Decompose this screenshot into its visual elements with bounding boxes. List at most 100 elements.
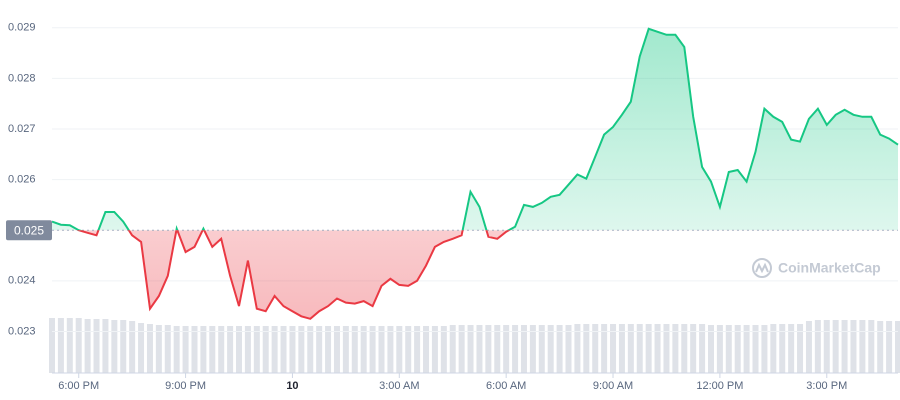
volume-bar <box>618 324 625 373</box>
watermark-text: CoinMarketCap <box>778 260 881 276</box>
volume-bar <box>716 325 723 373</box>
volume-bar <box>111 320 118 373</box>
volume-bar <box>280 326 287 373</box>
volume-bar <box>387 326 394 373</box>
volume-bar <box>788 324 795 373</box>
volume-bar <box>690 324 697 373</box>
volume-bar <box>325 326 332 373</box>
volume-bar <box>672 324 679 373</box>
volume-bar <box>467 325 474 373</box>
volume-bar <box>120 320 127 373</box>
volume-bar <box>583 324 590 373</box>
volume-bar <box>173 326 180 373</box>
volume-bar <box>316 326 323 373</box>
volume-bar <box>155 325 162 373</box>
volume-bar <box>405 326 412 373</box>
volume-bar <box>868 320 875 373</box>
volume-bar <box>734 325 741 373</box>
volume-bar <box>209 326 216 373</box>
volume-bar <box>743 325 750 373</box>
volume-bar <box>859 320 866 373</box>
volume-bar <box>333 326 340 373</box>
volume-bar <box>503 325 510 373</box>
volume-bar <box>850 320 857 373</box>
volume-bar <box>449 325 456 373</box>
volume-bar <box>707 325 714 373</box>
volume-bar <box>610 324 617 373</box>
volume-bar <box>681 324 688 373</box>
volume-bar <box>895 321 900 373</box>
x-tick-label: 6:00 AM <box>486 380 526 392</box>
price-line-up <box>51 27 899 231</box>
volume-bar <box>414 326 421 373</box>
volume-bar <box>814 320 821 373</box>
volume-bar <box>476 325 483 373</box>
volume-bar <box>271 326 278 373</box>
volume-bar <box>191 326 198 373</box>
volume-bar <box>75 318 82 373</box>
volume-bar <box>520 325 527 373</box>
volume-bar <box>369 326 376 373</box>
volume-bar <box>494 325 501 373</box>
volume-bar <box>512 325 519 373</box>
volume-bar <box>458 325 465 373</box>
volume-bar <box>138 323 145 373</box>
volume-bar <box>200 326 207 373</box>
volume-bar <box>752 325 759 373</box>
volume-bar <box>725 325 732 373</box>
volume-bar <box>538 325 545 373</box>
volume-bar <box>146 324 153 373</box>
volume-bar <box>289 326 296 373</box>
volume-bar <box>574 324 581 373</box>
area-up <box>52 28 898 231</box>
volume-bar <box>218 326 225 373</box>
volume-bar <box>841 320 848 373</box>
volume-bar <box>645 324 652 373</box>
x-tick-label: 12:00 PM <box>696 380 743 392</box>
x-tick-label: 9:00 AM <box>593 380 633 392</box>
volume-bar <box>236 326 243 373</box>
volume-bar <box>360 326 367 373</box>
volume-bar <box>93 319 100 373</box>
x-tick-label: 9:00 PM <box>165 380 206 392</box>
x-tick-label: 10 <box>286 380 298 392</box>
volume-bar <box>84 319 91 373</box>
volume-bar <box>832 320 839 373</box>
volume-bar <box>770 324 777 373</box>
baseline-label-box <box>6 220 52 241</box>
volume-bar <box>565 325 572 373</box>
y-tick-label: 0.023 <box>8 325 36 337</box>
volume-bar <box>440 326 447 373</box>
x-tick-label: 3:00 PM <box>806 380 847 392</box>
price-line-down <box>76 230 511 320</box>
volume-bar <box>342 326 349 373</box>
y-tick-label: 0.024 <box>8 275 36 287</box>
y-tick-label: 0.029 <box>8 22 36 34</box>
volume-bar <box>547 325 554 373</box>
volume-bar <box>102 319 109 373</box>
volume-bar <box>66 318 73 373</box>
volume-bar <box>654 324 661 373</box>
volume-bar <box>396 326 403 373</box>
volume-bar <box>307 326 314 373</box>
volume-bar <box>797 324 804 373</box>
area-down <box>52 230 898 319</box>
volume-bar <box>601 324 608 373</box>
volume-bar <box>592 324 599 373</box>
volume-bar <box>431 326 438 373</box>
x-tick-label: 3:00 AM <box>379 380 419 392</box>
volume-bar <box>298 326 305 373</box>
volume-bar <box>886 321 893 373</box>
volume-bar <box>164 325 171 373</box>
volume-bar <box>529 325 536 373</box>
volume-bar <box>227 326 234 373</box>
volume-bar <box>627 324 634 373</box>
y-tick-label: 0.026 <box>8 174 36 186</box>
volume-bar <box>49 318 55 373</box>
volume-bar <box>351 326 358 373</box>
volume-bar <box>244 326 251 373</box>
watermark: CoinMarketCap <box>752 258 881 278</box>
volume-bar <box>779 324 786 373</box>
y-tick-label: 0.028 <box>8 72 36 84</box>
